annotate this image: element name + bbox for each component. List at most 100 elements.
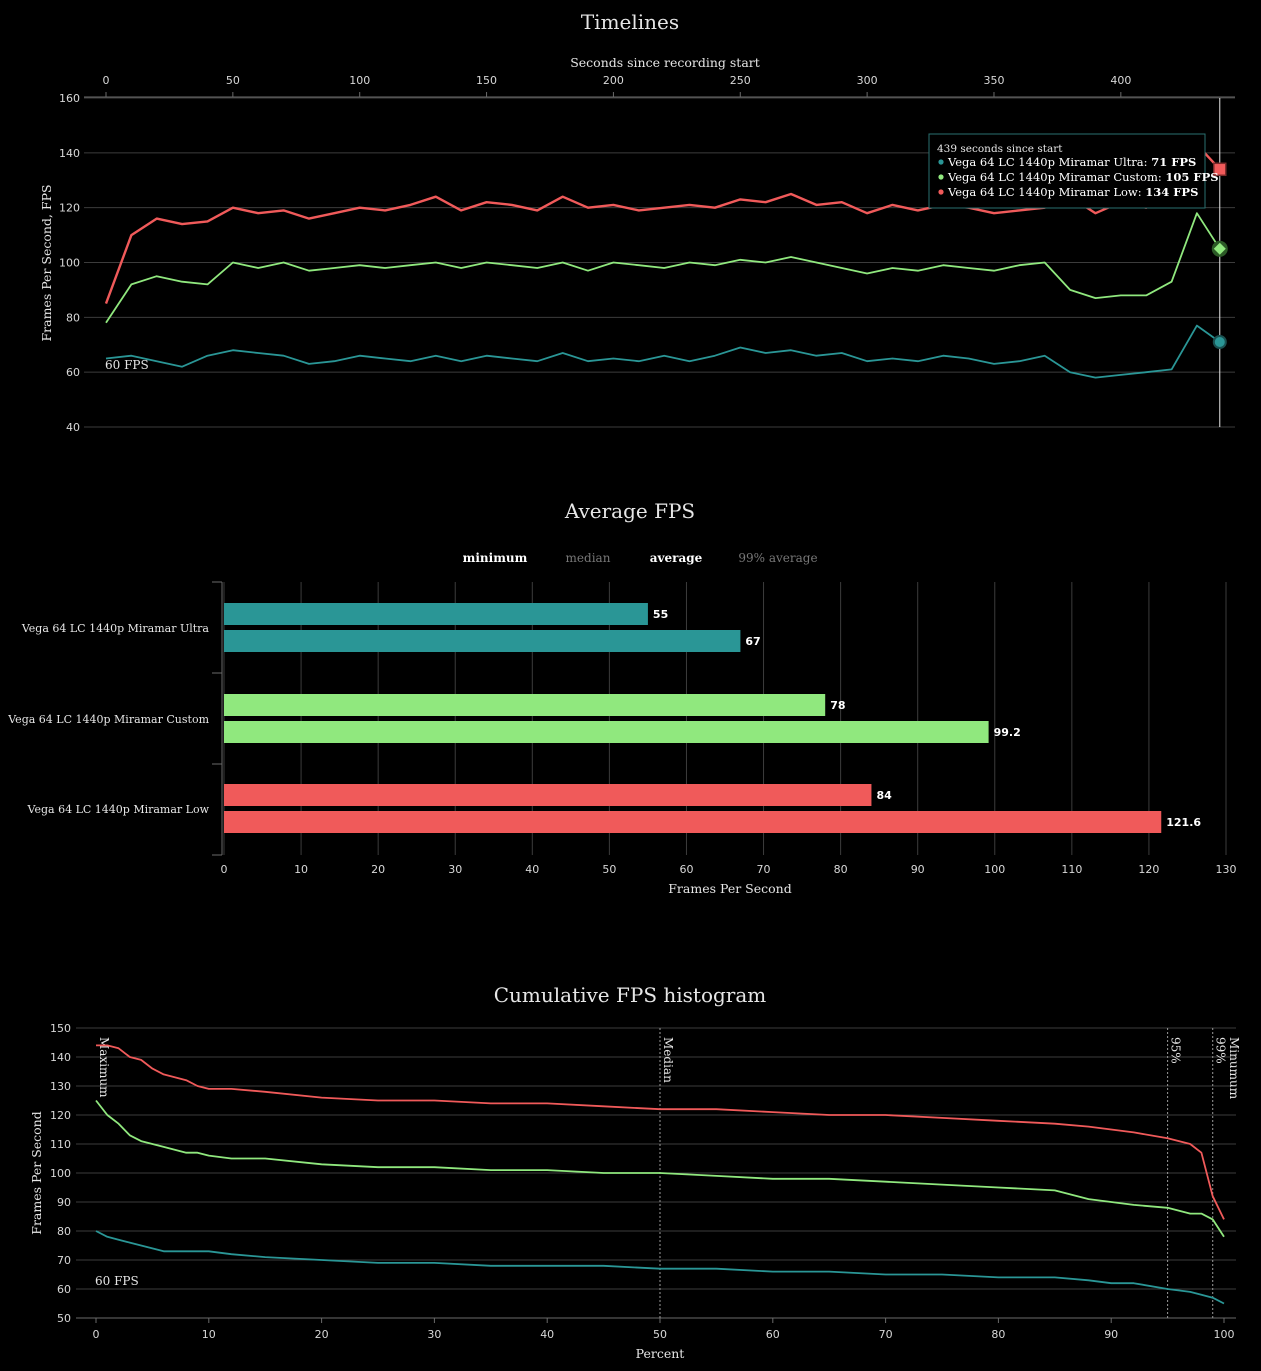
histogram-y-tick-label: 130 — [50, 1080, 71, 1093]
bar-average-ultra[interactable] — [224, 630, 741, 652]
tooltip-rows: Vega 64 LC 1440p Miramar Ultra: 71 FPS Ve… — [938, 155, 1219, 199]
cursor-marker-custom — [1213, 242, 1226, 255]
timelines-ticks: 40 60 80 100 120 140 160 0 50 100 150 200 250 300 350 4… — [59, 74, 1131, 434]
average-gridlines — [212, 581, 1227, 856]
histogram-y-tick-label: 70 — [57, 1254, 71, 1267]
bar-average-low[interactable] — [224, 811, 1162, 833]
average-category-label: Vega 64 LC 1440p Miramar Low — [27, 803, 210, 816]
average-x-tick-label: 110 — [1061, 863, 1082, 876]
histogram-y-tick-label: 140 — [50, 1051, 71, 1064]
histogram-x-tick-label: 90 — [1104, 1328, 1118, 1341]
timelines-x-tick-label: 300 — [857, 74, 878, 87]
legend-item-99-average[interactable]: 99% average — [738, 551, 817, 565]
histogram-x-axis-label: Percent — [636, 1346, 685, 1361]
bar-minimum-custom[interactable] — [224, 694, 826, 716]
timelines-y-tick-label: 160 — [59, 92, 80, 105]
histogram-marker-label: Minumum — [1227, 1037, 1241, 1100]
tooltip-header: 439 seconds since start — [937, 143, 1063, 155]
histogram-y-tick-label: 60 — [57, 1283, 71, 1296]
timelines-y-tick-label: 40 — [66, 421, 80, 434]
average-x-tick-label: 30 — [448, 863, 462, 876]
timelines-x-tick-label: 400 — [1110, 74, 1131, 87]
average-x-tick-label: 50 — [602, 863, 616, 876]
average-x-tick-label: 100 — [984, 863, 1005, 876]
histogram-x-tick-label: 30 — [427, 1328, 441, 1341]
timelines-line-custom — [105, 212, 1221, 324]
histogram-line-custom — [95, 1099, 1225, 1238]
timelines-line-low — [104, 143, 1221, 305]
timelines-cursor-markers — [1211, 162, 1228, 350]
histogram-x-tick-label: 40 — [540, 1328, 554, 1341]
bar-minimum-ultra[interactable] — [224, 603, 648, 625]
bar-minimum-low[interactable] — [224, 784, 872, 806]
tooltip-swatch-ultra — [938, 159, 944, 165]
histogram-y-tick-label: 150 — [50, 1022, 71, 1035]
bar-value-label: 78 — [830, 699, 845, 712]
histogram-series — [95, 1044, 1225, 1305]
average-bars: 55 67 78 99.2 84 121.6 — [224, 603, 1201, 833]
tooltip-row-ultra: Vega 64 LC 1440p Miramar Ultra: 71 FPS — [947, 155, 1196, 169]
average-x-tick-label: 90 — [911, 863, 925, 876]
legend-item-average[interactable]: average — [650, 551, 703, 565]
timelines-y-tick-label: 100 — [59, 257, 80, 270]
average-x-tick-label: 130 — [1216, 863, 1237, 876]
average-x-tick-label: 80 — [834, 863, 848, 876]
average-categories: Vega 64 LC 1440p Miramar Ultra Vega 64 LC… — [7, 622, 209, 816]
histogram-x-tick-label: 60 — [766, 1328, 780, 1341]
tooltip-row-low: Vega 64 LC 1440p Miramar Low: 134 FPS — [947, 185, 1198, 199]
timelines-x-tick-label: 200 — [603, 74, 624, 87]
histogram-y-tick-label: 90 — [57, 1196, 71, 1209]
timelines-chart: Timelines Seconds since recording start … — [39, 10, 1235, 434]
timelines-title: Timelines — [581, 10, 679, 34]
average-title: Average FPS — [564, 499, 695, 523]
average-fps-chart: Average FPS minimum median average 99% aver… — [7, 499, 1236, 896]
bar-value-label: 121.6 — [1166, 816, 1201, 829]
timelines-y-tick-label: 60 — [66, 366, 80, 379]
timelines-60fps-label: 60 FPS — [105, 358, 149, 372]
histogram-y-tick-label: 120 — [50, 1109, 71, 1122]
average-x-axis-label: Frames Per Second — [668, 881, 791, 896]
histogram-line-ultra — [95, 1230, 1225, 1305]
average-ticks: 0 10 20 30 40 50 60 70 80 90 100 110 120 130 — [221, 863, 1237, 876]
histogram-gridlines — [76, 1027, 1236, 1319]
tooltip-swatch-custom — [938, 174, 944, 180]
average-x-tick-label: 70 — [757, 863, 771, 876]
tooltip-box — [928, 133, 1206, 209]
average-x-tick-label: 120 — [1138, 863, 1159, 876]
histogram-ticks: 50 60 70 80 90 100 110 120 130 140 150 0 10 20 30 40 50 6… — [50, 1022, 1235, 1341]
average-x-tick-label: 0 — [221, 863, 228, 876]
histogram-marker-label: 99% — [1214, 1037, 1228, 1064]
timelines-x-tick-label: 0 — [103, 74, 110, 87]
histogram-y-tick-label: 50 — [57, 1312, 71, 1325]
timelines-line-ultra — [105, 324, 1221, 379]
average-x-tick-label: 60 — [679, 863, 693, 876]
histogram-x-tick-label: 0 — [93, 1328, 100, 1341]
histogram-marker-label: Maximum — [97, 1037, 111, 1098]
timelines-tooltip: 439 seconds since start Vega 64 LC 1440p… — [928, 133, 1219, 209]
histogram-line-low — [96, 1044, 1225, 1220]
histogram-y-tick-label: 100 — [50, 1167, 71, 1180]
histogram-x-tick-label: 70 — [879, 1328, 893, 1341]
timelines-series — [104, 143, 1221, 379]
histogram-marker-label: 95% — [1169, 1037, 1183, 1064]
histogram-chart: Cumulative FPS histogram 506070809010011… — [29, 983, 1241, 1361]
histogram-x-tick-label: 20 — [315, 1328, 329, 1341]
histogram-x-tick-label: 10 — [202, 1328, 216, 1341]
timelines-y-tick-label: 120 — [59, 202, 80, 215]
legend-item-median[interactable]: median — [566, 551, 611, 565]
histogram-60fps-label: 60 FPS — [95, 1274, 139, 1288]
cursor-marker-low — [1213, 162, 1227, 177]
bar-average-custom[interactable] — [224, 721, 989, 743]
timelines-x-tick-label: 50 — [226, 74, 240, 87]
histogram-y-axis-label: Frames Per Second — [29, 1111, 44, 1234]
timelines-y-tick-label: 80 — [66, 311, 80, 324]
cursor-marker-ultra — [1212, 335, 1227, 350]
bar-value-label: 84 — [876, 789, 892, 802]
average-category-label: Vega 64 LC 1440p Miramar Custom — [7, 713, 209, 726]
histogram-y-tick-label: 80 — [57, 1225, 71, 1238]
average-legend: minimum median average 99% average — [463, 551, 818, 565]
legend-item-minimum[interactable]: minimum — [463, 551, 528, 565]
average-x-tick-label: 20 — [371, 863, 385, 876]
tooltip-swatch-low — [938, 189, 944, 195]
